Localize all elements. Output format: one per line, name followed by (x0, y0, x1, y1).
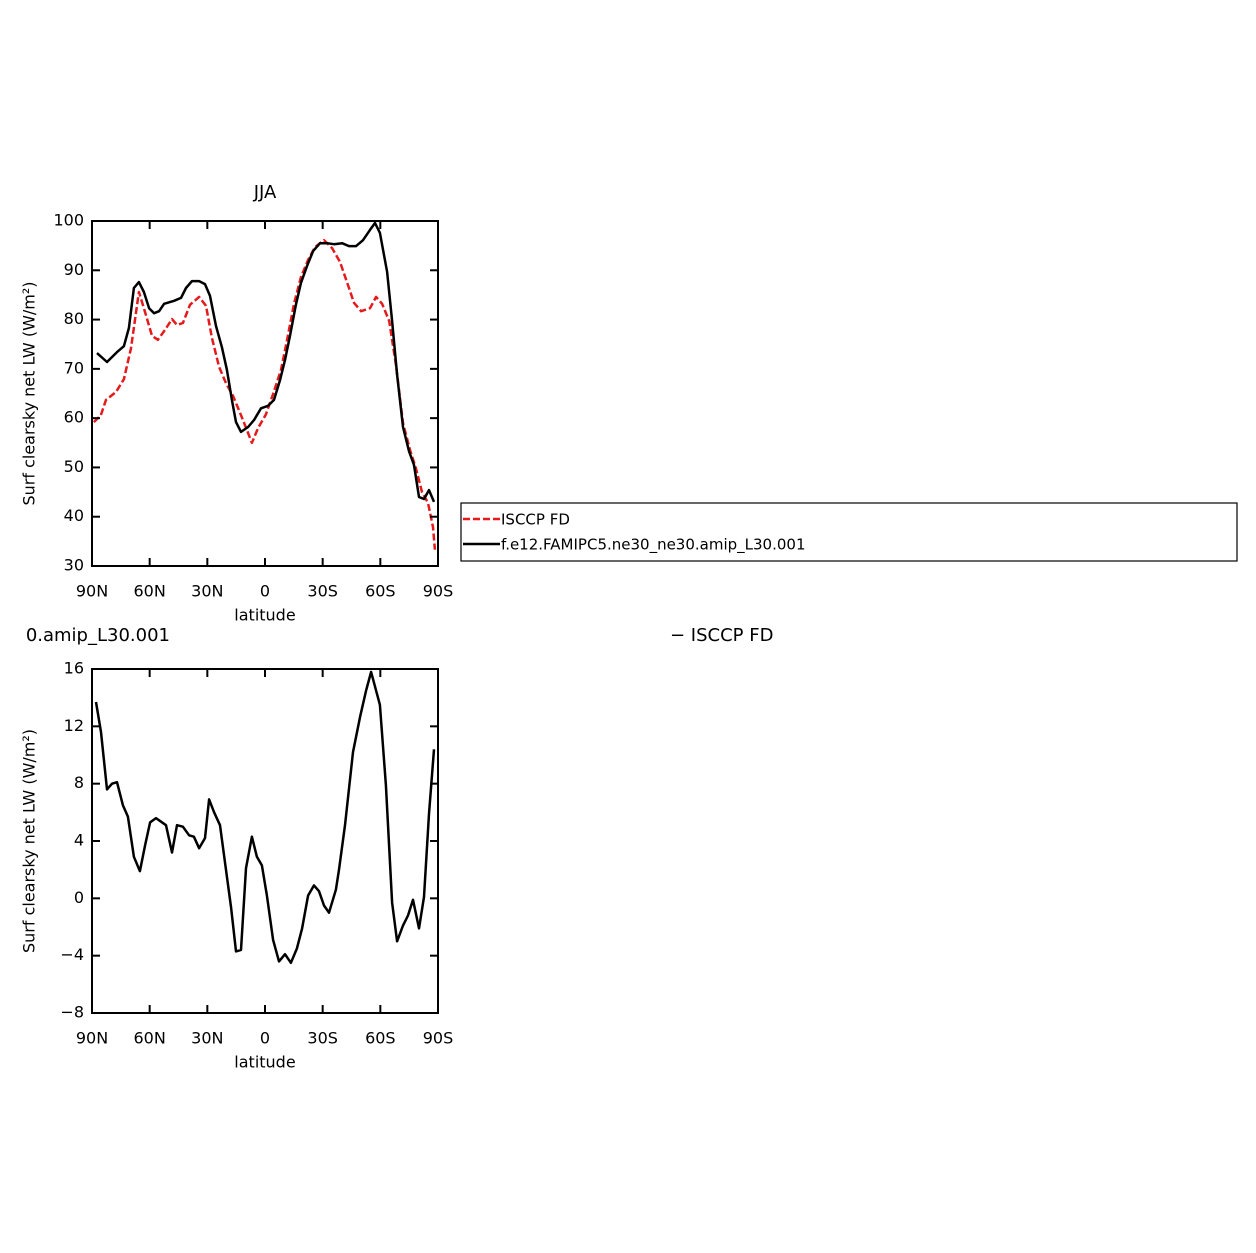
y-tick-label: −8 (60, 1003, 84, 1022)
x-tick-label: 0 (260, 1029, 270, 1048)
panel: −8 −4 0 4 8 12 16 90N 60N 30N 0 30S 60S 90S latitude Su… (20, 625, 774, 1072)
x-tick-label: 60N (134, 1029, 166, 1048)
x-tick-label: 30S (307, 582, 338, 601)
series-line (93, 238, 437, 550)
y-tick-label: 70 (64, 358, 84, 377)
x-tick-label: 90N (76, 1029, 108, 1048)
x-tick-label: 30N (191, 582, 223, 601)
y-tick-label: 50 (64, 457, 84, 476)
y-tick-label: 60 (64, 408, 84, 427)
plot-frame (91, 668, 439, 1014)
x-tick-label: 30N (191, 1029, 223, 1048)
y-tick-label: 8 (74, 773, 84, 792)
x-tick-label: 60S (365, 1029, 396, 1048)
y-tick-label: 80 (64, 309, 84, 328)
y-axis-label: Surf clearsky net LW (W/m²) (20, 281, 39, 505)
panel: 30 40 50 60 70 80 90 100 90N 60N 30N 0 30S 60S 90S lati… (20, 182, 1238, 625)
x-axis-label: latitude (234, 1053, 295, 1072)
chart-title: 0.amip_L30.001 (26, 625, 170, 646)
y-tick-label: 30 (64, 556, 84, 575)
x-tick-label: 90S (423, 1029, 454, 1048)
x-tick-label: 90S (423, 582, 454, 601)
legend-label: f.e12.FAMIPC5.ne30_ne30.amip_L30.001 (501, 536, 806, 555)
y-tick-label: 16 (64, 659, 84, 678)
legend: ISCCP FD f.e12.FAMIPC5.ne30_ne30.amip_L30… (460, 502, 1238, 562)
y-tick-label: 40 (64, 506, 84, 525)
y-axis-label: Surf clearsky net LW (W/m²) (20, 729, 39, 953)
series-line (94, 670, 436, 965)
y-tick-label: 4 (74, 831, 84, 850)
legend-label: ISCCP FD (501, 511, 570, 529)
x-tick-label: 0 (260, 582, 270, 601)
x-tick-label: 60S (365, 582, 396, 601)
y-tick-label: −4 (60, 945, 84, 964)
y-tick-label: 0 (74, 888, 84, 907)
annotation: − ISCCP FD (670, 625, 773, 646)
chart-title: JJA (253, 182, 277, 203)
x-tick-label: 30S (307, 1029, 338, 1048)
y-tick-label: 12 (64, 716, 84, 735)
legend-box (460, 502, 1238, 562)
x-axis-label: latitude (234, 606, 295, 625)
x-tick-label: 60N (134, 582, 166, 601)
y-tick-label: 90 (64, 260, 84, 279)
y-tick-label: 100 (53, 211, 84, 230)
series-line (96, 221, 436, 503)
x-tick-label: 90N (76, 582, 108, 601)
